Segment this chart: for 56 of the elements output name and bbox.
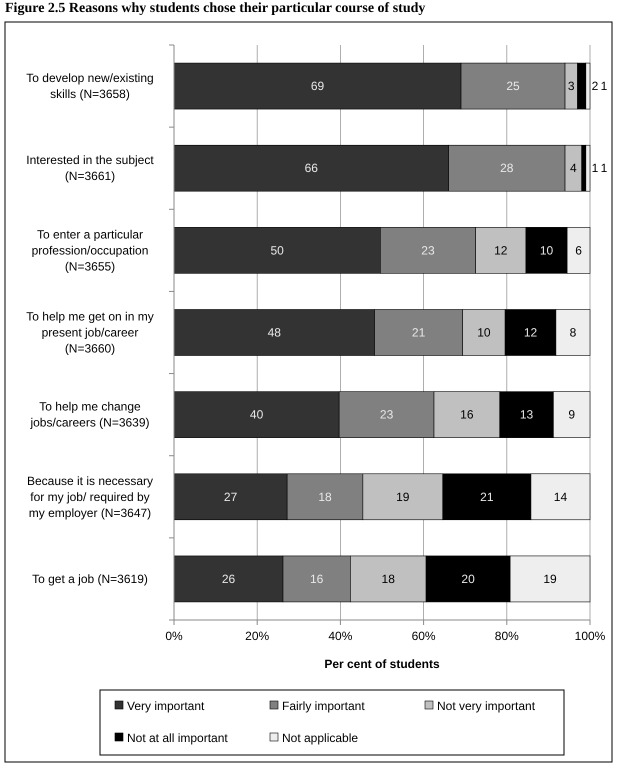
y-tick-label: To help me change jobs/careers (N=3639) xyxy=(29,400,150,430)
y-tick-label: To get a job (N=3619) xyxy=(32,572,148,586)
data-label: 50 xyxy=(270,243,284,258)
data-label: 3 xyxy=(568,79,575,94)
data-label: 20 xyxy=(461,572,476,586)
data-label: 23 xyxy=(421,243,435,258)
y-tick-label: Because it is necessary for my job/ required by my employer (N=3647) xyxy=(26,474,154,520)
data-label: 8 xyxy=(570,326,577,340)
data-label: 1 xyxy=(600,161,608,176)
data-label: 18 xyxy=(318,490,332,504)
data-label: 1 xyxy=(600,79,608,94)
legend-label: Very important xyxy=(127,699,206,713)
data-label: 18 xyxy=(382,572,396,586)
data-label: 2 xyxy=(592,79,599,94)
x-tick-label: 80% xyxy=(494,629,520,643)
data-label: 21 xyxy=(480,490,494,504)
legend-label: Not very important xyxy=(437,699,536,713)
data-label: 16 xyxy=(310,572,324,586)
data-label: 28 xyxy=(500,161,514,176)
data-label: 4 xyxy=(570,161,578,176)
bar xyxy=(586,144,590,192)
y-tick-label: Interested in the subject (N=3661) xyxy=(26,153,154,184)
y-tick-label: To help me get on in my present job/career (N=3660) xyxy=(26,310,154,356)
data-label: 21 xyxy=(412,326,426,340)
legend-label: Not applicable xyxy=(282,731,358,745)
data-label: 6 xyxy=(575,243,582,258)
data-label: 40 xyxy=(250,408,264,422)
x-tick-label: 40% xyxy=(328,629,353,643)
chart-title: Figure 2.5 Reasons why students chose their particular course of study xyxy=(5,1,426,16)
data-label: 10 xyxy=(477,326,491,340)
data-label: 16 xyxy=(460,408,474,422)
x-tick-label: 100% xyxy=(574,629,606,643)
legend-label: Not at all important xyxy=(127,731,228,745)
data-label: 19 xyxy=(396,490,410,504)
data-label: 12 xyxy=(524,326,538,340)
data-label: 23 xyxy=(380,408,394,422)
data-label: 48 xyxy=(268,326,282,340)
x-tick-label: 60% xyxy=(412,629,436,643)
data-label: 12 xyxy=(494,243,508,258)
x-tick-label: 20% xyxy=(245,629,270,643)
data-label: 1 xyxy=(592,161,599,176)
data-label: 69 xyxy=(310,79,325,94)
data-label: 66 xyxy=(304,161,318,176)
data-label: 14 xyxy=(554,490,568,504)
data-label: 13 xyxy=(520,408,534,422)
data-label: 9 xyxy=(568,408,576,422)
legend-label: Fairly important xyxy=(282,699,366,713)
x-tick-label: 0% xyxy=(165,629,183,643)
data-label: 25 xyxy=(506,79,520,94)
data-label: 26 xyxy=(222,572,236,586)
data-label: 19 xyxy=(543,572,558,586)
y-tick-label: To enter a particular profession/occupation (N=3655) xyxy=(32,227,148,274)
data-label: 27 xyxy=(224,490,238,504)
x-axis-title: Per cent of students xyxy=(324,657,440,671)
data-label: 10 xyxy=(540,243,554,258)
y-tick-label: To develop new/existing skills (N=3658) xyxy=(26,71,154,102)
